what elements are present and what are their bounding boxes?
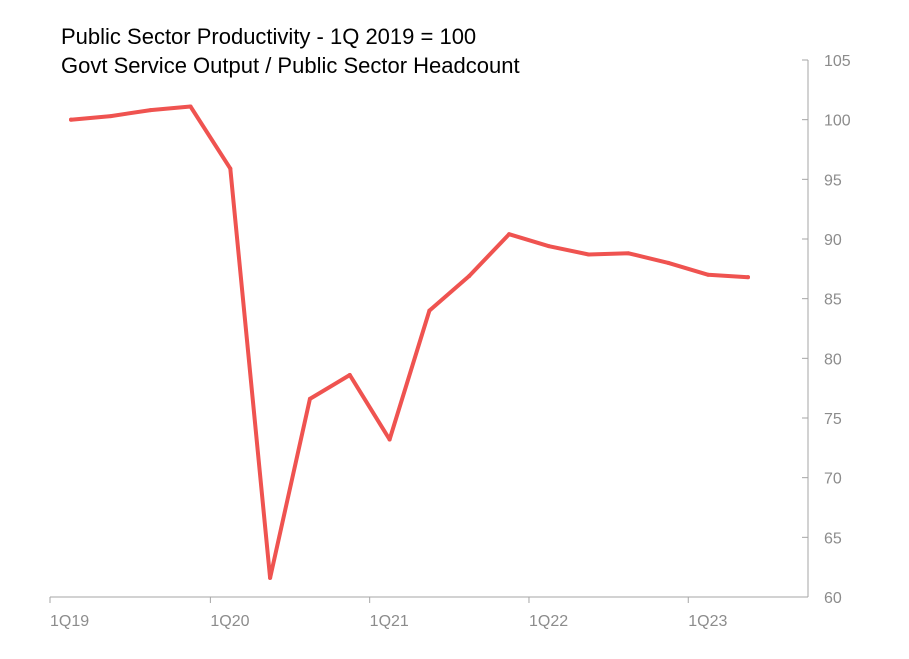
chart-subtitle: Govt Service Output / Public Sector Head… (61, 53, 520, 78)
data-point (69, 117, 73, 122)
x-axis: 1Q19 1Q20 1Q21 1Q22 1Q23 (49, 596, 808, 630)
y-tick-label: 80 (824, 351, 842, 368)
data-point (546, 244, 551, 249)
x-tick-label: 1Q21 (370, 613, 409, 630)
data-point (427, 308, 432, 313)
data-point (228, 166, 233, 171)
data-point (746, 275, 750, 280)
y-tick-label: 60 (824, 590, 842, 607)
x-tick-label: 1Q23 (688, 613, 727, 630)
x-tick-label: 1Q19 (50, 613, 89, 630)
y-tick-label: 65 (824, 530, 842, 547)
data-point (666, 260, 671, 265)
data-point (347, 373, 352, 378)
chart-title: Public Sector Productivity - 1Q 2019 = 1… (61, 24, 477, 49)
data-point (586, 252, 591, 257)
y-tick-label: 75 (824, 411, 842, 428)
series-line (69, 104, 750, 580)
y-axis: 60 65 70 75 80 85 90 95 100 105 (802, 53, 851, 607)
y-tick-label: 95 (824, 172, 842, 189)
data-point (387, 437, 392, 442)
data-point (467, 273, 472, 278)
chart-title-block: Public Sector Productivity - 1Q 2019 = 1… (61, 22, 520, 80)
y-tick-label: 90 (824, 232, 842, 249)
data-point (268, 575, 273, 580)
data-point (307, 396, 312, 401)
data-point (706, 272, 711, 277)
y-tick-label: 100 (824, 113, 851, 130)
data-point (188, 104, 193, 109)
y-tick-label: 70 (824, 471, 842, 488)
y-tick-label: 105 (824, 53, 851, 70)
x-tick-label: 1Q22 (529, 613, 568, 630)
data-point (626, 251, 631, 256)
y-tick-label: 85 (824, 292, 842, 309)
data-point (108, 114, 113, 119)
data-point (507, 232, 512, 237)
series-group (69, 104, 750, 580)
data-point (148, 108, 153, 113)
x-tick-label: 1Q20 (210, 613, 249, 630)
